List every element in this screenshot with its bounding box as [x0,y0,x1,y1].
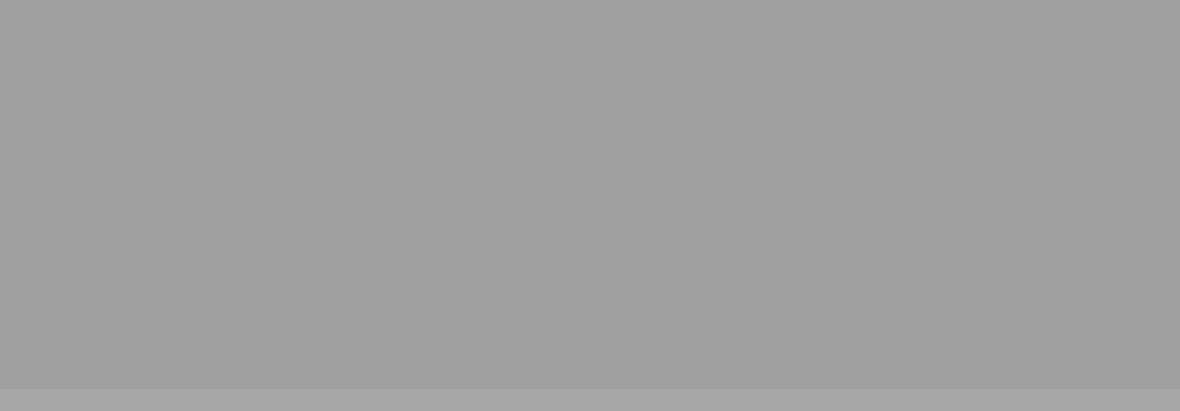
time-ruler [0,389,1180,411]
